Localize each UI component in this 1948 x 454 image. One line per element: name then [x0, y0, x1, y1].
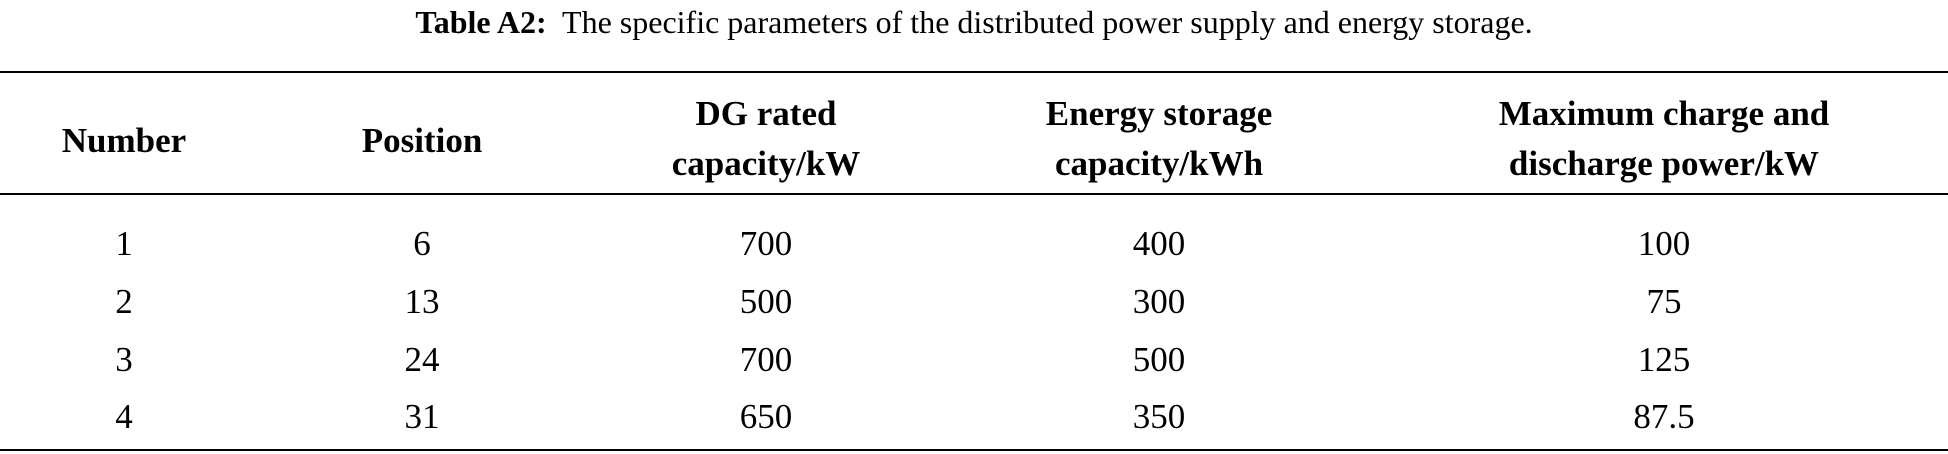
table-cell: 2: [115, 282, 133, 321]
bottom-rule: [0, 449, 1948, 451]
column-header: capacity/kW: [671, 144, 861, 183]
table-cell: 500: [1132, 340, 1186, 379]
table-cell: 125: [1637, 340, 1691, 379]
column-header: DG rated: [695, 94, 837, 133]
table-cell: 650: [739, 397, 793, 436]
column-header: Energy storage: [1045, 94, 1273, 133]
top-rule: [0, 71, 1948, 73]
table-cell: 500: [739, 282, 793, 321]
caption-text: The specific parameters of the distribut…: [562, 4, 1533, 40]
table-cell: 300: [1132, 282, 1186, 321]
table-cell: 400: [1132, 224, 1186, 263]
column-header: capacity/kWh: [1054, 144, 1264, 183]
table-cell: 350: [1132, 397, 1186, 436]
table-cell: 87.5: [1633, 397, 1695, 436]
table-cell: 31: [404, 397, 440, 436]
column-header: Number: [61, 121, 187, 160]
table-caption: Table A2: The specific parameters of the…: [0, 2, 1948, 42]
table-cell: 3: [115, 340, 133, 379]
column-header: Position: [361, 121, 483, 160]
column-header: discharge power/kW: [1508, 144, 1820, 183]
table-cell: 6: [413, 224, 431, 263]
table-cell: 100: [1637, 224, 1691, 263]
table-cell: 1: [115, 224, 133, 263]
table-cell: 13: [404, 282, 440, 321]
table-cell: 75: [1646, 282, 1682, 321]
table-cell: 4: [115, 397, 133, 436]
table-cell: 24: [404, 340, 440, 379]
table-cell: 700: [739, 340, 793, 379]
header-rule: [0, 193, 1948, 195]
caption-label: Table A2:: [415, 4, 547, 40]
column-header: Maximum charge and: [1498, 94, 1830, 133]
table-cell: 700: [739, 224, 793, 263]
